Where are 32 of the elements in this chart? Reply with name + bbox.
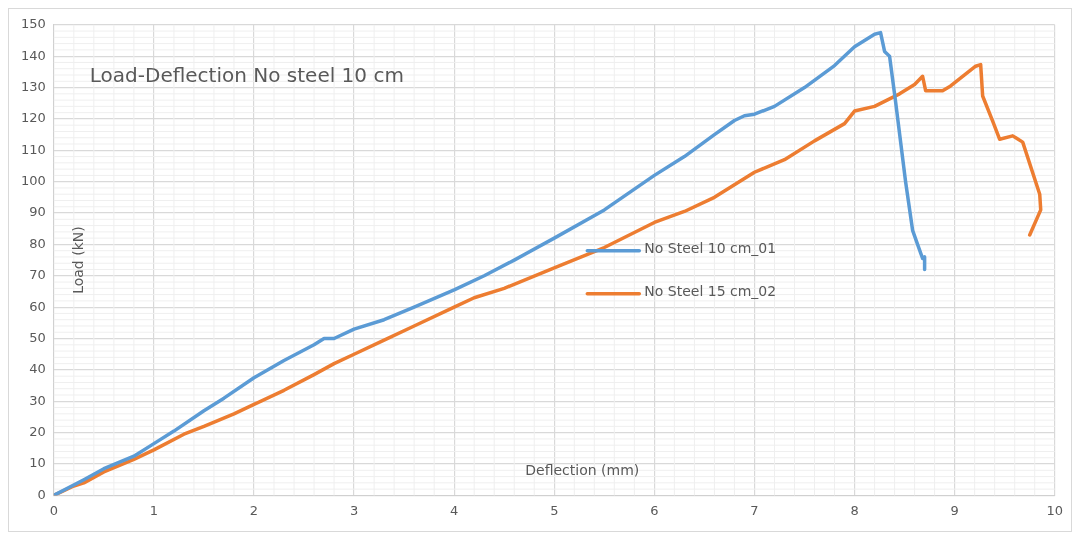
y-tick-label: 60	[29, 298, 46, 314]
y-tick-label: 150	[20, 16, 46, 32]
y-tick-label: 140	[20, 47, 46, 63]
x-tick-label: 2	[249, 502, 259, 518]
x-tick-label: 4	[450, 502, 459, 518]
y-tick-label: 110	[20, 141, 46, 157]
y-tick-label: 50	[29, 329, 46, 345]
text: Load-Deflection No steel 10 cm	[89, 63, 404, 87]
x-tick-label: 6	[650, 502, 659, 518]
x-tick-label: 0	[49, 502, 58, 518]
y-axis-title: Load (kN)	[70, 226, 87, 294]
y-tick-label: 20	[29, 424, 46, 440]
y-tick-label: 40	[29, 361, 46, 377]
legend-label: No Steel 10 cm_01	[644, 240, 777, 257]
x-tick-label: 3	[349, 502, 359, 518]
y-tick-label: 0	[37, 486, 46, 502]
y-tick-label: 80	[29, 235, 46, 251]
y-tick-label: 120	[20, 110, 46, 126]
x-axis-title: Deflection (mm)	[525, 462, 640, 479]
y-tick-label: 130	[20, 78, 46, 94]
x-tick-label: 10	[1046, 502, 1063, 518]
x-tick-label: 1	[149, 502, 159, 518]
legend-label: No Steel 15 cm_02	[644, 283, 777, 300]
x-tick-label: 8	[850, 502, 859, 518]
y-tick-label: 100	[20, 173, 46, 189]
y-tick-label: 30	[29, 392, 46, 408]
y-tick-label: 90	[29, 204, 46, 220]
y-tick-label: 70	[29, 267, 46, 283]
x-tick-label: 7	[750, 502, 759, 518]
x-tick-label: 5	[550, 502, 559, 518]
x-tick-label: 9	[950, 502, 959, 518]
y-tick-label: 10	[29, 455, 46, 471]
